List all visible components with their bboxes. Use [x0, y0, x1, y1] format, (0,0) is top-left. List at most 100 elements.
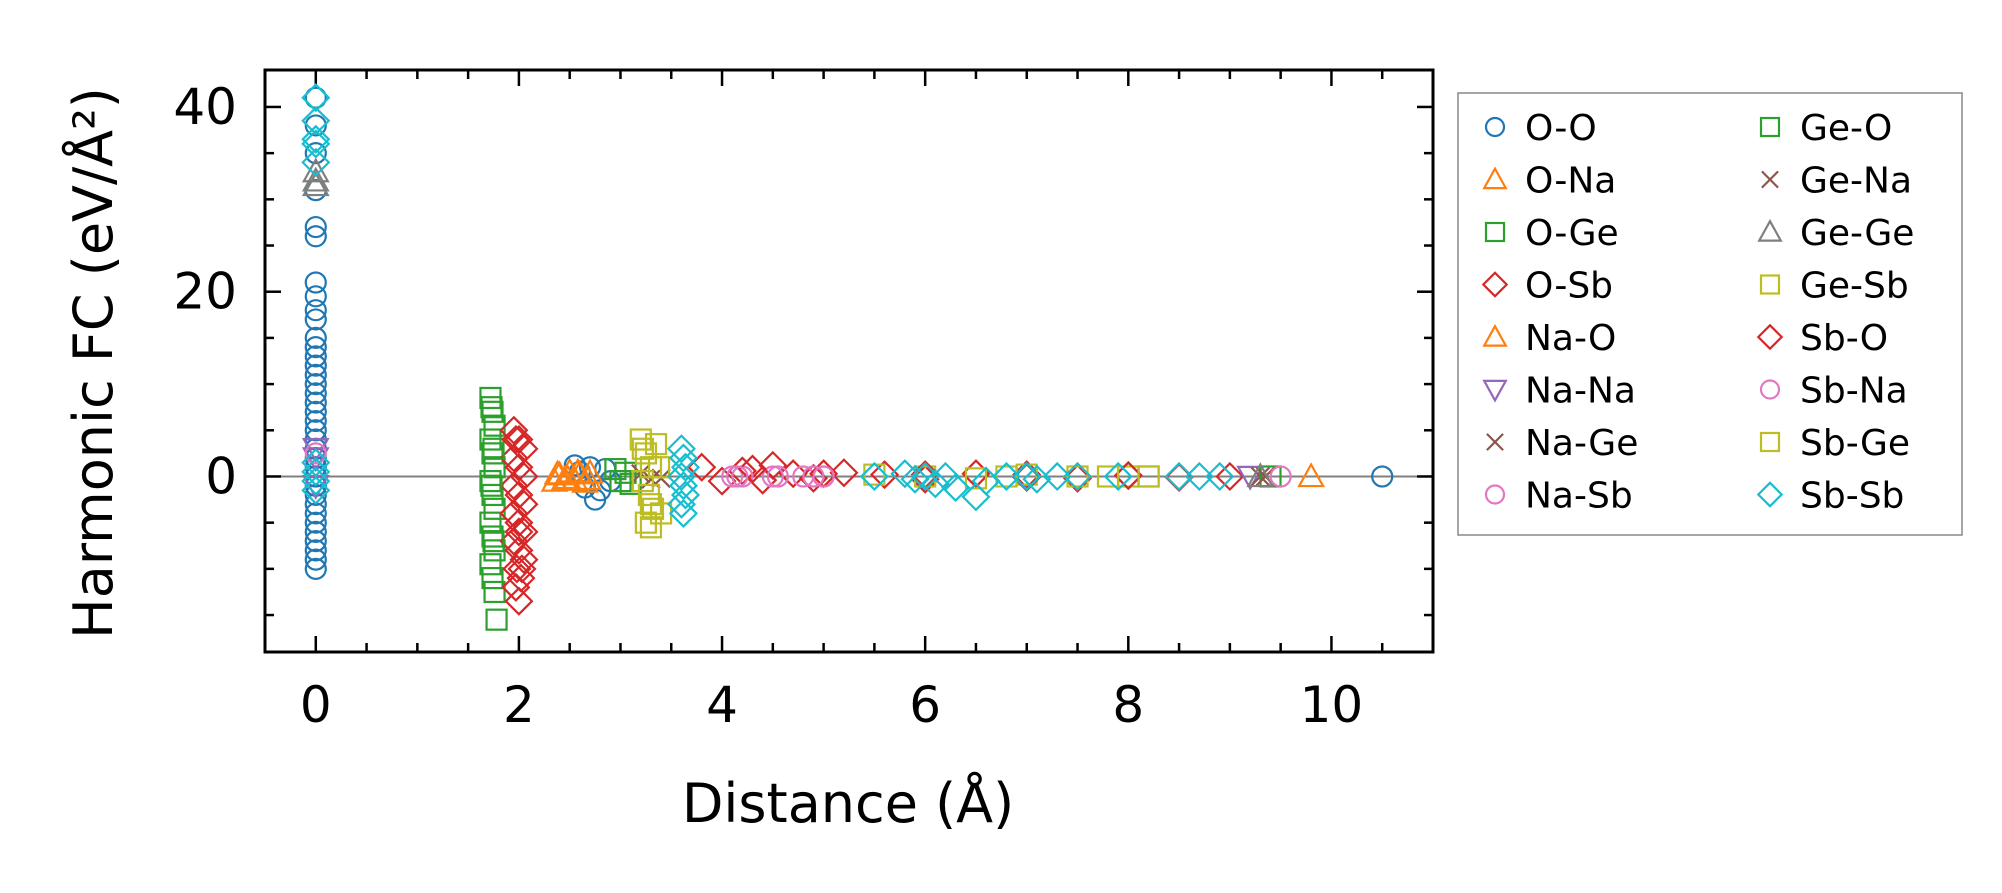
- series-na-o: [543, 457, 602, 490]
- point-o-sb: [502, 554, 532, 584]
- point-sb-sb: [1062, 461, 1093, 492]
- legend-box: [1457, 92, 1963, 536]
- point-sb-sb: [301, 457, 331, 487]
- series-sb-na: [726, 465, 1292, 488]
- legend-marker-sb-sb: [1756, 481, 1784, 508]
- series-o-o: [304, 86, 1394, 580]
- plot-border: [263, 68, 1435, 654]
- point-sb-sb: [301, 475, 331, 505]
- point-o-o: [304, 354, 327, 377]
- point-o-o: [304, 326, 327, 350]
- point-sb-sb: [301, 83, 331, 113]
- point-o-sb: [501, 572, 531, 602]
- point-ge-o: [480, 474, 503, 497]
- series-sb-sb: [301, 83, 1235, 528]
- y-tick-label: 20: [173, 263, 237, 321]
- legend-marker-na-ge: [1486, 433, 1504, 451]
- legend-label-o-na: O-Na: [1525, 161, 1616, 202]
- series-sb-o: [501, 424, 1143, 584]
- point-na-na: [301, 438, 330, 464]
- legend-marker-ge-ge: [1757, 218, 1783, 242]
- series-sb-ge: [631, 437, 1160, 516]
- point-na-o: [563, 457, 592, 483]
- legend-label-o-ge: O-Ge: [1525, 213, 1619, 254]
- legend-label-sb-ge: Sb-Ge: [1800, 423, 1910, 464]
- point-o-o: [304, 299, 327, 322]
- legend-marker-sb-na: [1759, 379, 1781, 400]
- legend-label-ge-ge: Ge-Ge: [1800, 213, 1914, 254]
- axis-labels: Distance (Å) Harmonic FC (eV/Å²): [61, 87, 1014, 835]
- point-sb-na: [766, 465, 790, 488]
- data-markers: [301, 83, 1394, 631]
- point-o-sb: [707, 466, 737, 496]
- point-sb-sb: [668, 471, 699, 501]
- point-o-sb: [504, 508, 534, 538]
- point-sb-sb: [301, 466, 331, 496]
- x-axis-label: Distance (Å): [682, 771, 1014, 835]
- point-sb-sb: [666, 461, 696, 492]
- point-o-sb: [499, 526, 529, 556]
- legend-label-sb-sb: Sb-Sb: [1800, 476, 1904, 517]
- point-sb-o: [1113, 460, 1143, 491]
- legend-marker-na-o: [1482, 323, 1508, 347]
- point-sb-sb: [991, 461, 1021, 492]
- point-ge-o: [482, 530, 505, 553]
- point-sb-sb: [301, 124, 331, 154]
- legend-label-sb-na: Sb-Na: [1800, 371, 1908, 412]
- point-o-o: [304, 308, 327, 331]
- y-tick-label: 40: [173, 78, 237, 136]
- point-o-sb: [504, 535, 534, 565]
- point-o-o: [304, 114, 327, 137]
- point-o-sb: [499, 415, 529, 445]
- point-o-sb: [499, 443, 529, 473]
- point-o-o: [304, 520, 327, 544]
- point-o-o: [304, 285, 327, 308]
- point-sb-na: [802, 465, 825, 488]
- legend-marker-na-sb: [1484, 484, 1506, 505]
- point-o-o: [304, 548, 327, 571]
- point-o-sb: [504, 452, 534, 482]
- point-sb-sb: [1184, 461, 1214, 492]
- point-o-ge: [483, 580, 506, 604]
- point-o-sb: [499, 471, 529, 501]
- point-ge-sb: [644, 433, 668, 456]
- point-o-sb: [504, 480, 534, 510]
- point-o-o: [304, 225, 327, 248]
- point-ge-o: [482, 437, 505, 460]
- point-o-o: [304, 557, 327, 580]
- legend-label-na-o: Na-O: [1525, 318, 1616, 359]
- legend-label-o-o: O-O: [1525, 108, 1597, 149]
- point-sb-sb: [1103, 461, 1133, 492]
- point-sb-sb: [666, 489, 696, 519]
- point-sb-o: [504, 517, 534, 547]
- point-sb-sb: [1164, 461, 1194, 492]
- point-sb-sb: [1042, 461, 1072, 492]
- point-sb-sb: [920, 469, 950, 499]
- point-o-o: [304, 511, 327, 534]
- point-o-ge: [479, 511, 502, 534]
- point-sb-sb: [301, 147, 331, 177]
- point-na-sb: [304, 442, 327, 465]
- point-ge-sb: [1066, 465, 1089, 488]
- point-ge-sb: [641, 497, 665, 520]
- legend-label-na-ge: Na-Ge: [1525, 423, 1638, 464]
- point-o-sb: [758, 450, 788, 480]
- point-o-o: [304, 419, 327, 442]
- point-o-sb: [504, 586, 534, 616]
- point-na-o: [574, 464, 602, 490]
- point-o-o: [304, 363, 327, 386]
- point-o-o: [304, 271, 327, 294]
- point-ge-ge: [301, 166, 330, 192]
- point-sb-sb: [1205, 461, 1235, 492]
- point-sb-o: [507, 554, 537, 584]
- point-o-o: [304, 530, 327, 553]
- point-o-o: [304, 382, 327, 405]
- x-tick-label: 10: [1300, 676, 1364, 734]
- legend-marker-o-sb: [1481, 271, 1509, 298]
- point-o-o: [304, 409, 327, 433]
- point-na-na: [1236, 465, 1265, 491]
- point-o-o: [304, 391, 327, 414]
- legend-marker-ge-sb: [1759, 274, 1781, 295]
- point-ge-sb: [964, 467, 988, 490]
- point-o-o: [304, 372, 327, 396]
